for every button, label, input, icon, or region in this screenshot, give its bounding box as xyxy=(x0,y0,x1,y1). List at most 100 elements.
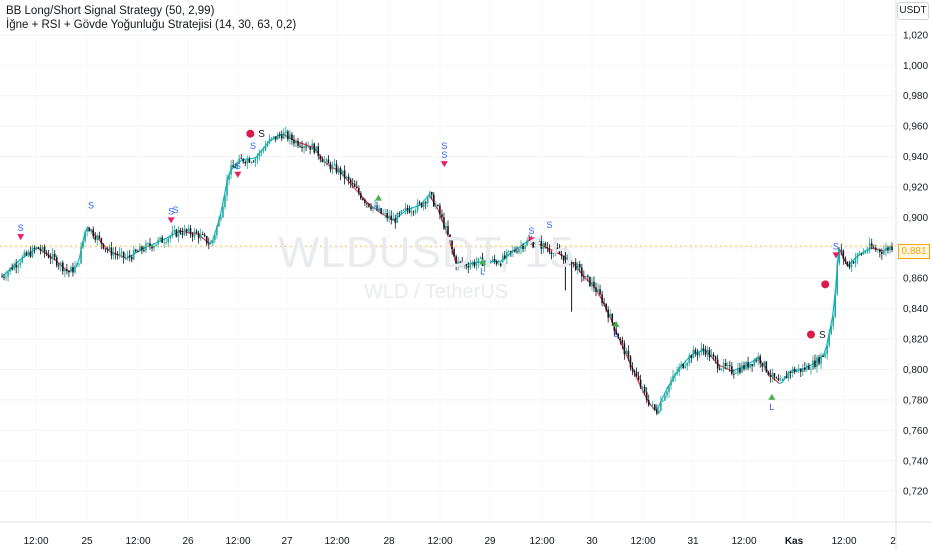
candle xyxy=(281,130,283,141)
candle-body xyxy=(82,241,84,247)
candle xyxy=(338,166,340,175)
candle xyxy=(99,232,101,240)
candle-body xyxy=(38,247,40,249)
candle-body xyxy=(249,159,251,163)
candle xyxy=(167,237,169,247)
candle xyxy=(776,376,778,378)
candle xyxy=(737,363,739,376)
candle-body xyxy=(80,247,82,263)
candle-body xyxy=(711,355,713,358)
candle-body xyxy=(60,263,62,266)
currency-badge[interactable]: USDT xyxy=(897,2,929,20)
candle xyxy=(851,258,853,272)
candle-body xyxy=(465,264,467,266)
candle-body xyxy=(834,294,836,317)
candle xyxy=(395,214,397,228)
candle xyxy=(709,347,711,361)
candle-body xyxy=(336,164,338,172)
candle xyxy=(887,245,889,253)
legend-bb-strategy[interactable]: BB Long/Short Signal Strategy (50, 2,99) xyxy=(6,4,296,18)
candle xyxy=(636,368,638,377)
candle-body xyxy=(818,357,820,363)
exit-signal-label: S xyxy=(819,330,826,341)
y-tick-label: 1,000 xyxy=(903,61,928,72)
candle-body xyxy=(403,210,405,211)
candle-body xyxy=(133,250,135,260)
candle-body xyxy=(255,159,257,162)
y-tick-label: 0,740 xyxy=(903,456,928,467)
candle xyxy=(672,370,674,383)
candle-body xyxy=(891,246,893,250)
candle-body xyxy=(437,205,439,206)
candle-body xyxy=(352,183,354,184)
current-price-tag: 0,881 xyxy=(898,244,930,259)
candle xyxy=(820,353,822,369)
candle xyxy=(542,241,544,254)
candle xyxy=(123,251,125,263)
candle-body xyxy=(656,409,658,413)
candle-body xyxy=(518,249,520,253)
candle-body xyxy=(21,257,23,263)
candle-body xyxy=(26,252,28,255)
candle xyxy=(437,204,439,207)
short-signal-label: S xyxy=(173,205,179,215)
candle-body xyxy=(828,334,830,345)
candle-body xyxy=(15,265,17,268)
candle-body xyxy=(875,248,877,250)
candle-body xyxy=(281,135,283,138)
candle-body xyxy=(210,243,212,244)
candle xyxy=(311,140,313,150)
candle xyxy=(534,242,536,249)
candle xyxy=(190,225,192,238)
candle xyxy=(630,355,632,371)
candle xyxy=(624,340,626,359)
candle-body xyxy=(279,134,281,135)
candle xyxy=(129,250,131,261)
candle xyxy=(72,263,74,277)
candle xyxy=(790,371,792,379)
candle-body xyxy=(611,314,613,323)
candle-body xyxy=(648,400,650,405)
candle-body xyxy=(597,289,599,292)
bb-line-segment xyxy=(720,366,723,367)
legend-rsi-strategy[interactable]: İğne + RSI + Gövde Yoğunluğu Stratejisi … xyxy=(6,18,296,32)
candle-body xyxy=(269,138,271,143)
candle-body xyxy=(40,249,42,251)
candle-body xyxy=(78,263,80,264)
candle-body xyxy=(218,219,220,226)
candle xyxy=(196,229,198,233)
candle-body xyxy=(204,235,206,236)
candle-body xyxy=(372,207,374,209)
candle-body xyxy=(92,229,94,236)
candle-body xyxy=(753,360,755,366)
candle xyxy=(307,141,309,147)
candle xyxy=(202,231,204,235)
candle-body xyxy=(871,243,873,247)
candle-body xyxy=(220,217,222,219)
candle-body xyxy=(567,255,569,256)
candle-body xyxy=(800,368,802,371)
candle-body xyxy=(697,353,699,355)
candle-body xyxy=(607,310,609,318)
candle xyxy=(648,395,650,407)
candle xyxy=(834,290,836,318)
candle-body xyxy=(723,363,725,369)
candle-body xyxy=(72,267,74,272)
candle-body xyxy=(405,208,407,210)
candle xyxy=(488,255,490,266)
candle-body xyxy=(628,351,630,357)
candle-body xyxy=(317,146,319,156)
candle xyxy=(90,229,92,234)
candle-body xyxy=(50,258,52,259)
candle-body xyxy=(429,192,431,197)
bb-line-segment xyxy=(773,378,776,381)
x-tick-label: 12:00 xyxy=(225,536,250,547)
candle-body xyxy=(261,151,263,152)
candle xyxy=(78,263,80,266)
candle xyxy=(705,346,707,357)
candle-body xyxy=(42,247,44,251)
candle-body xyxy=(216,226,218,235)
candle-body xyxy=(684,366,686,368)
